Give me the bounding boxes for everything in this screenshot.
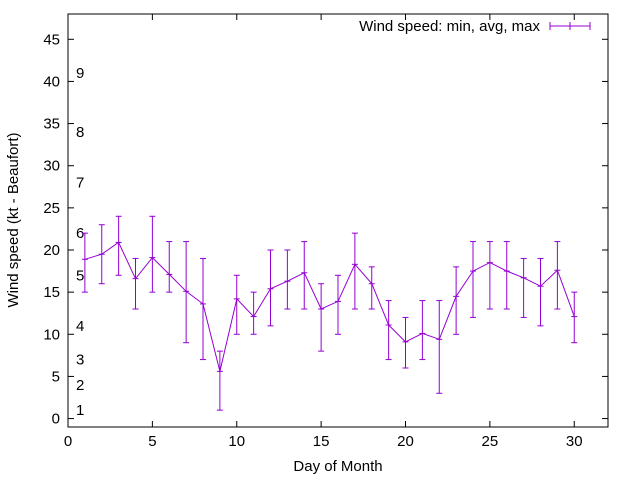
beaufort-level-label: 8 [76,124,84,141]
beaufort-level-label: 2 [76,377,84,394]
legend-entry-label: Wind speed: min, avg, max [359,18,540,35]
x-tick-label: 10 [228,433,245,450]
plot-frame [67,13,609,428]
x-tick-label: 25 [482,433,499,450]
y-tick-label: 5 [52,368,60,385]
beaufort-level-label: 7 [76,175,84,192]
y-tick-label: 25 [43,200,60,217]
beaufort-level-label: 1 [76,402,84,419]
y-tick-label: 20 [43,242,60,259]
y-axis-label: Wind speed (kt - Beaufort) [5,132,22,307]
series-group [81,215,578,411]
beaufort-level-label: 3 [76,352,84,369]
beaufort-scale-labels: 1 2 3 4 5 6 7 8 9 [76,65,84,419]
x-tick-label: 30 [566,433,583,450]
x-tick-label: 20 [397,433,414,450]
y-tick-label: 15 [43,284,60,301]
beaufort-level-label: 6 [76,225,84,242]
y-tick-label: 45 [43,31,60,48]
y-tick-label: 35 [43,116,60,133]
x-tick-label: 5 [148,433,156,450]
x-tick-label: 15 [313,433,330,450]
x-tick-label: 0 [64,433,72,450]
y-tick-label: 30 [43,158,60,175]
y-tick-label: 0 [52,411,60,428]
x-axis-label: Day of Month [293,458,382,475]
beaufort-level-label: 9 [76,65,84,82]
beaufort-level-label: 4 [76,318,84,335]
y-tick-label: 40 [43,73,60,90]
y-tick-label: 10 [43,326,60,343]
beaufort-level-label: 5 [76,267,84,284]
legend: Wind speed: min, avg, max [359,18,591,35]
series-line [84,241,575,372]
